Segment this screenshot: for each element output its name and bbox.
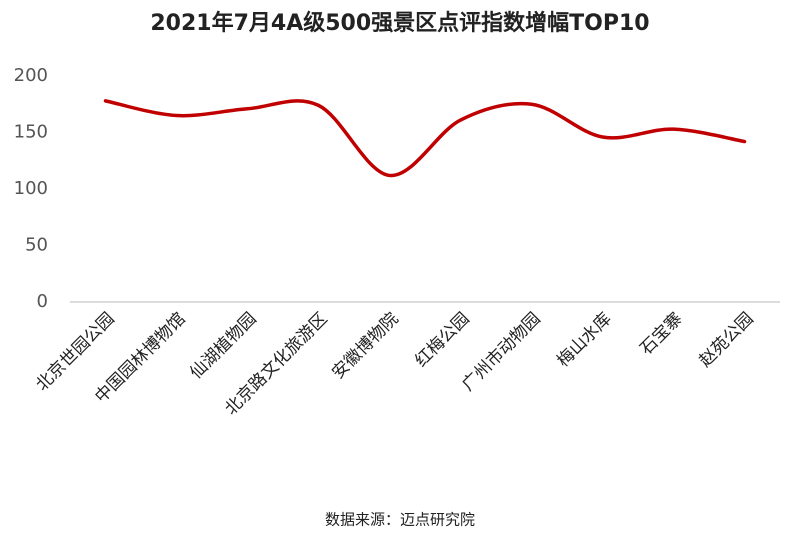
y-tick-label: 150 xyxy=(14,122,48,143)
x-tick-label: 石宝寨 xyxy=(636,309,686,359)
y-tick-label: 200 xyxy=(14,65,48,86)
chart-title: 2021年7月4A级500强景区点评指数增幅TOP10 xyxy=(150,10,649,36)
x-tick-label: 赵苑公园 xyxy=(695,309,757,371)
source-note: 数据来源：迈点研究院 xyxy=(325,511,475,529)
x-tick-label: 红梅公园 xyxy=(411,309,473,371)
y-tick-label: 100 xyxy=(14,178,48,199)
y-tick-label: 50 xyxy=(25,235,48,256)
y-tick-label: 0 xyxy=(37,291,48,312)
x-tick-label: 梅山水库 xyxy=(553,309,615,371)
line xyxy=(103,99,747,178)
x-tick-label: 安徽博物院 xyxy=(328,309,402,383)
x-tick-label: 仙湖植物园 xyxy=(186,309,260,383)
